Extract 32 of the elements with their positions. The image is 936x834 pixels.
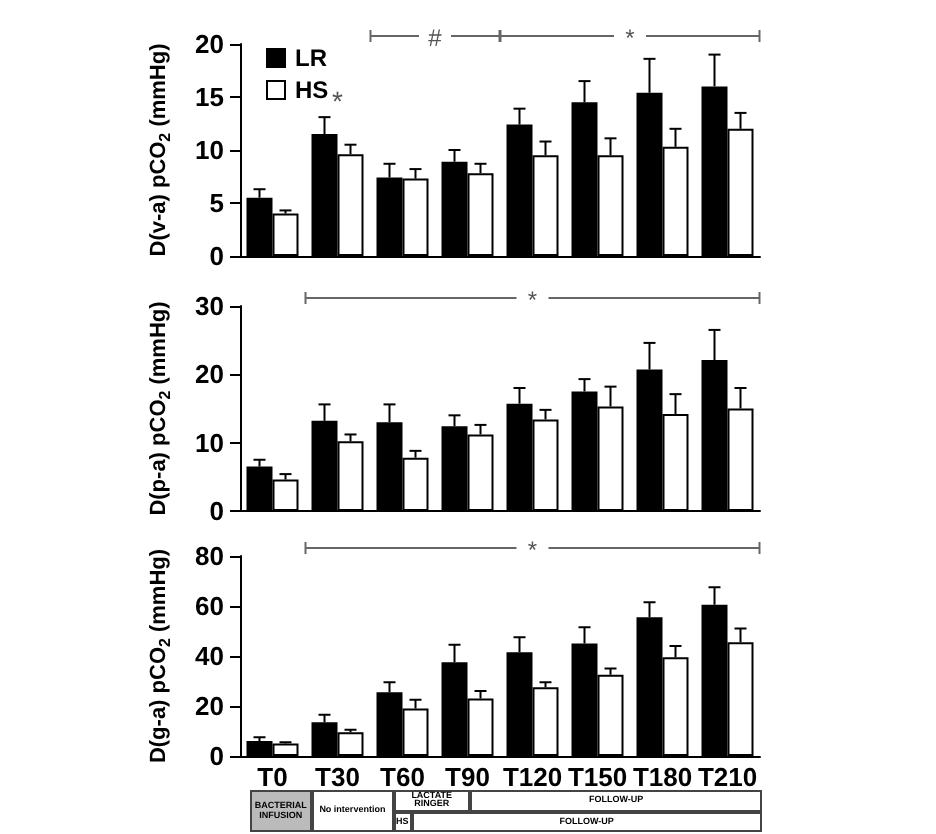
- legend-label: HS: [295, 76, 329, 104]
- y-axis-title: D(g-a) pCO2 (mmHg): [147, 548, 175, 764]
- y-tick-label: 5: [209, 188, 224, 218]
- x-tick-label: T150: [567, 762, 628, 792]
- y-tick-label: 40: [195, 641, 224, 671]
- legend-label: LR: [295, 44, 328, 72]
- y-tick-label: 80: [195, 541, 224, 571]
- annotation: *: [625, 24, 636, 52]
- y-axis-title: D(p-a) pCO2 (mmHg): [147, 300, 175, 516]
- y-tick-label: 10: [195, 427, 224, 458]
- annotation: #: [428, 24, 443, 52]
- y-tick-label: 30: [195, 291, 224, 321]
- y-tick-label: 0: [209, 241, 224, 271]
- annotation: *: [332, 85, 345, 118]
- x-tick-label: T90: [445, 762, 490, 792]
- y-tick-label: 0: [209, 741, 224, 771]
- x-tick-label: T30: [315, 762, 360, 792]
- x-tick-label: T210: [697, 762, 758, 792]
- x-tick-label: T0: [257, 762, 288, 792]
- y-tick-label: 60: [195, 591, 224, 621]
- annotation: *: [527, 286, 538, 314]
- x-tick-label: T60: [380, 762, 425, 792]
- y-tick-label: 0: [209, 496, 224, 526]
- y-axis-title: D(v-a) pCO2 (mmHg): [147, 42, 175, 257]
- x-tick-label: T180: [632, 762, 693, 792]
- y-tick-label: 10: [195, 135, 224, 165]
- annotation: *: [527, 536, 538, 564]
- x-tick-label: T120: [502, 762, 563, 792]
- y-tick-label: 20: [195, 691, 224, 721]
- y-tick-label: 20: [195, 29, 224, 59]
- y-tick-label: 15: [195, 82, 224, 112]
- y-tick-label: 20: [195, 359, 224, 390]
